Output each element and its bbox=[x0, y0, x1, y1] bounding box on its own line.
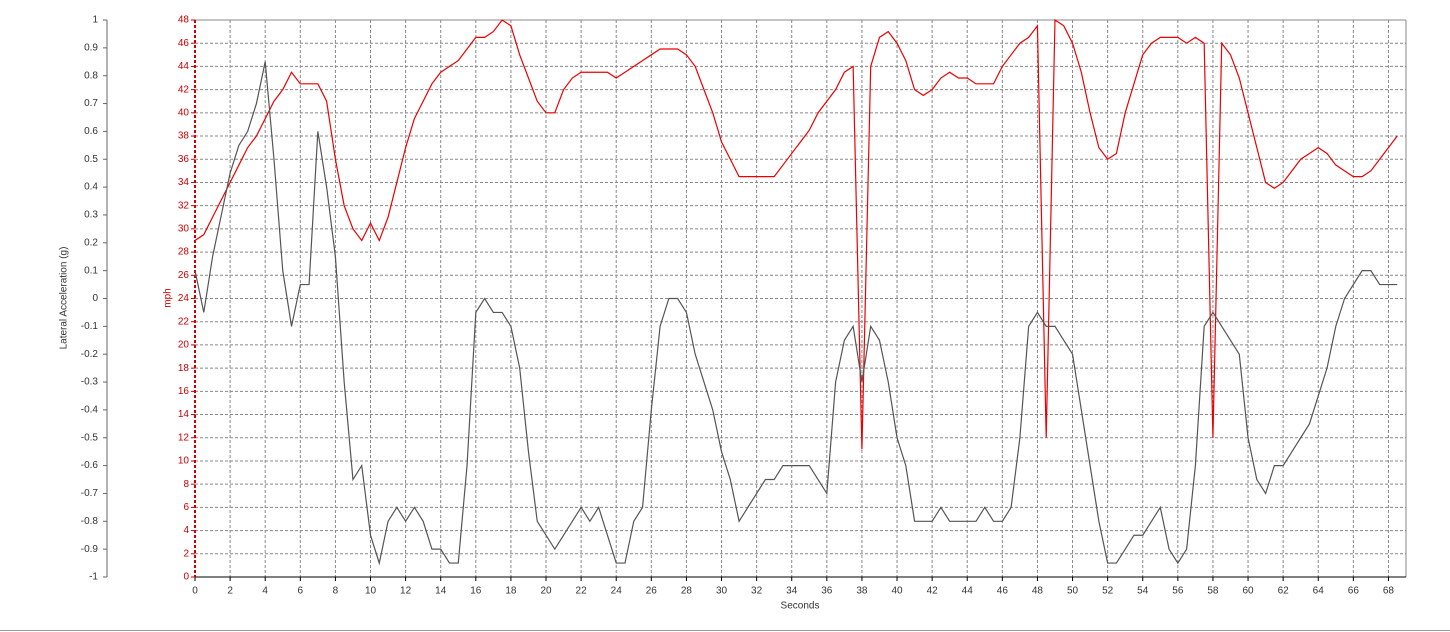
x-tick-label: 46 bbox=[997, 586, 1009, 597]
y-tick-label: 26 bbox=[178, 270, 190, 281]
y2-tick-label: -0.4 bbox=[81, 405, 99, 416]
y-tick-label: 10 bbox=[178, 456, 190, 467]
x-tick-label: 4 bbox=[262, 586, 268, 597]
y-tick-label: 2 bbox=[183, 548, 189, 559]
x-tick-label: 66 bbox=[1348, 586, 1360, 597]
y2-tick-label: 0.9 bbox=[84, 42, 98, 53]
y2-tick-label: 0.7 bbox=[84, 98, 98, 109]
x-tick-label: 60 bbox=[1242, 586, 1254, 597]
y-tick-label: 30 bbox=[178, 224, 190, 235]
y-tick-label: 12 bbox=[178, 432, 190, 443]
y2-tick-label: 0.2 bbox=[84, 237, 98, 248]
x-tick-label: 2 bbox=[227, 586, 233, 597]
y2-tick-label: -0.6 bbox=[81, 460, 99, 471]
x-tick-label: 64 bbox=[1313, 586, 1325, 597]
x-tick-label: 12 bbox=[400, 586, 412, 597]
x-tick-label: 22 bbox=[576, 586, 588, 597]
series-line bbox=[194, 18, 1398, 450]
y-tick-label: 6 bbox=[183, 502, 189, 513]
y-tick-label: 48 bbox=[178, 15, 190, 26]
y-tick-label: 34 bbox=[178, 177, 190, 188]
y2-tick-label: 1 bbox=[92, 15, 98, 26]
y-tick-label: 36 bbox=[178, 154, 190, 165]
x-tick-label: 48 bbox=[1032, 586, 1044, 597]
x-tick-label: 10 bbox=[365, 586, 377, 597]
x-tick-label: 42 bbox=[927, 586, 939, 597]
x-tick-label: 18 bbox=[505, 586, 517, 597]
x-tick-label: 52 bbox=[1102, 586, 1114, 597]
y-tick-label: 22 bbox=[178, 316, 190, 327]
y-tick-label: 42 bbox=[178, 84, 190, 95]
x-tick-label: 16 bbox=[470, 586, 482, 597]
x-tick-label: 40 bbox=[891, 586, 903, 597]
y2-tick-label: -0.5 bbox=[81, 432, 99, 443]
y-tick-label: 0 bbox=[183, 572, 189, 583]
y2-tick-label: -0.7 bbox=[81, 488, 99, 499]
x-tick-label: 62 bbox=[1278, 586, 1290, 597]
x-tick-label: 24 bbox=[611, 586, 623, 597]
y-tick-label: 40 bbox=[178, 107, 190, 118]
x-tick-label: 30 bbox=[716, 586, 728, 597]
x-tick-label: 36 bbox=[821, 586, 833, 597]
y2-tick-label: -0.2 bbox=[81, 349, 99, 360]
y-tick-label: 8 bbox=[183, 479, 189, 490]
y-tick-label: 32 bbox=[178, 200, 190, 211]
y-tick-label: 28 bbox=[178, 247, 190, 258]
y2-axis-title: Lateral Acceleration (g) bbox=[59, 247, 70, 350]
x-tick-label: 28 bbox=[681, 586, 693, 597]
y-tick-label: 46 bbox=[178, 38, 190, 49]
y-tick-label: 16 bbox=[178, 386, 190, 397]
x-tick-label: 26 bbox=[646, 586, 658, 597]
x-tick-label: 68 bbox=[1383, 586, 1395, 597]
y2-tick-label: 0.4 bbox=[84, 182, 98, 193]
y-tick-label: 14 bbox=[178, 409, 190, 420]
x-tick-label: 58 bbox=[1207, 586, 1219, 597]
y2-tick-label: -0.1 bbox=[81, 321, 99, 332]
x-tick-label: 0 bbox=[192, 586, 198, 597]
y-tick-label: 4 bbox=[183, 525, 189, 536]
y2-tick-label: -0.9 bbox=[81, 544, 99, 555]
y2-tick-label: 0.3 bbox=[84, 210, 98, 221]
y2-tick-label: 0.5 bbox=[84, 154, 98, 165]
y-tick-label: 38 bbox=[178, 131, 190, 142]
y-axis-title: mph bbox=[163, 288, 174, 307]
x-tick-label: 50 bbox=[1067, 586, 1079, 597]
series-line bbox=[194, 61, 1398, 566]
y2-tick-label: 0.8 bbox=[84, 70, 98, 81]
x-tick-label: 6 bbox=[298, 586, 304, 597]
y-tick-label: 44 bbox=[178, 61, 190, 72]
y2-tick-label: 0.1 bbox=[84, 265, 98, 276]
y2-tick-label: 0.6 bbox=[84, 126, 98, 137]
y-tick-label: 24 bbox=[178, 293, 190, 304]
x-tick-label: 8 bbox=[333, 586, 339, 597]
x-tick-label: 38 bbox=[856, 586, 868, 597]
x-tick-label: 56 bbox=[1172, 586, 1184, 597]
x-tick-label: 54 bbox=[1137, 586, 1149, 597]
x-tick-label: 14 bbox=[435, 586, 447, 597]
x-axis-title: Seconds bbox=[781, 601, 820, 612]
x-tick-label: 20 bbox=[540, 586, 552, 597]
y2-tick-label: -0.8 bbox=[81, 516, 99, 527]
x-tick-label: 44 bbox=[962, 586, 974, 597]
y-tick-label: 20 bbox=[178, 340, 190, 351]
y-tick-label: 18 bbox=[178, 363, 190, 374]
y2-tick-label: -0.3 bbox=[81, 377, 99, 388]
y2-tick-label: -1 bbox=[89, 572, 98, 583]
y2-tick-label: 0 bbox=[92, 293, 98, 304]
x-tick-label: 32 bbox=[751, 586, 763, 597]
x-tick-label: 34 bbox=[786, 586, 798, 597]
